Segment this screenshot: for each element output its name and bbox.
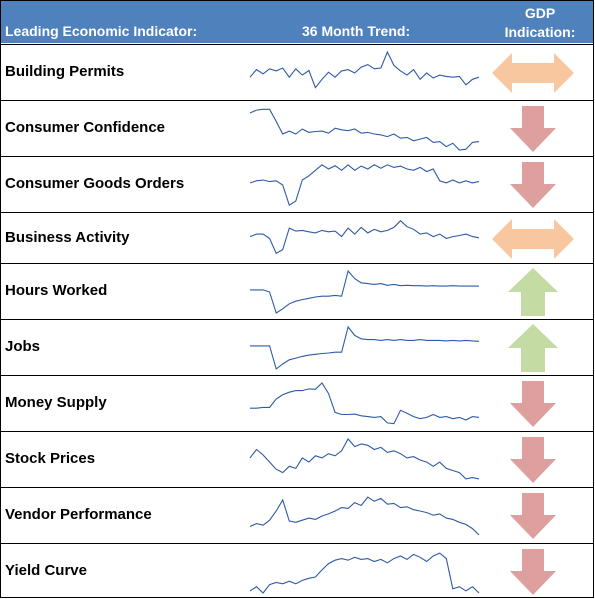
down-arrow-icon — [510, 493, 556, 539]
down-arrow-icon — [510, 381, 556, 427]
indicator-name: Consumer Goods Orders — [5, 175, 185, 192]
table-row: Building Permits — [1, 44, 593, 100]
header-indicator: Leading Economic Indicator: — [5, 23, 198, 39]
trend-sparkline — [249, 219, 480, 255]
indicator-name: Vendor Performance — [5, 506, 152, 523]
trend-line — [249, 164, 480, 207]
trend-sparkline — [249, 438, 480, 480]
table-row: Stock Prices — [1, 431, 593, 487]
trend-sparkline — [250, 382, 480, 425]
indicator-name: Business Activity — [5, 228, 130, 246]
table-header: Leading Economic Indicator: 36 Month Tre… — [1, 1, 593, 43]
trend-line — [249, 496, 480, 536]
trend-sparkline — [249, 164, 480, 207]
trend-sparkline — [249, 496, 480, 536]
indicator-name: Stock Prices — [5, 450, 96, 467]
table-row: Consumer Goods Orders — [1, 156, 593, 212]
indicator-name: Money Supply — [5, 394, 107, 411]
header-gdp-line2: Indication: — [504, 24, 576, 40]
indicator-name: Building Permits — [5, 63, 125, 80]
header-gdp: GDP Indication: — [493, 4, 587, 42]
header-trend: 36 Month Trend: — [302, 23, 411, 39]
trend-sparkline — [249, 108, 480, 151]
trend-line — [250, 269, 479, 314]
table-row: Business Activity — [1, 212, 593, 263]
trend-line — [249, 219, 480, 255]
trend-line — [250, 382, 480, 425]
indicator-name: Yield Curve — [5, 562, 87, 579]
down-arrow-icon — [510, 549, 556, 595]
trend-line — [249, 552, 480, 594]
trend-line — [249, 50, 480, 89]
table-row: Jobs — [1, 319, 593, 375]
trend-sparkline — [250, 325, 480, 370]
trend-sparkline — [250, 269, 479, 314]
double-arrow-icon — [492, 218, 574, 259]
up-arrow-icon — [508, 268, 558, 316]
double-arrow-icon — [492, 53, 574, 93]
table-row: Hours Worked — [1, 263, 593, 319]
table-row: Consumer Confidence — [1, 100, 593, 156]
down-arrow-icon — [510, 162, 556, 208]
indicator-name: Jobs — [5, 338, 41, 355]
down-arrow-icon — [510, 437, 556, 483]
trend-line — [249, 438, 480, 480]
header-gdp-line1: GDP — [524, 5, 556, 21]
indicator-name: Hours Worked — [5, 282, 108, 299]
table-row: Money Supply — [1, 375, 593, 431]
table-row: Vendor Performance — [1, 487, 593, 543]
trend-sparkline — [249, 50, 480, 89]
table-row: Yield Curve — [1, 543, 593, 599]
down-arrow-icon — [510, 106, 556, 152]
trend-line — [249, 108, 480, 151]
indicator-name: Consumer Confidence — [5, 119, 166, 136]
trend-line — [250, 325, 480, 370]
up-arrow-icon — [508, 324, 558, 372]
trend-sparkline — [249, 552, 480, 594]
